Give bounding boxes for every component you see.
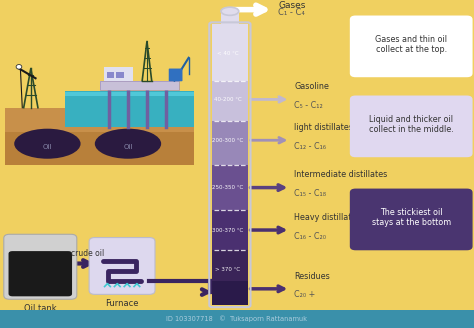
Bar xyxy=(221,10,239,28)
Text: < 40 °C: < 40 °C xyxy=(217,51,238,56)
FancyBboxPatch shape xyxy=(9,251,72,296)
Text: collect in the middle.: collect in the middle. xyxy=(369,125,454,134)
Bar xyxy=(100,81,179,90)
Text: Distillation tower: Distillation tower xyxy=(194,315,265,324)
Bar xyxy=(0,310,474,328)
Text: C₁₅ - C₁₈: C₁₅ - C₁₈ xyxy=(294,189,326,198)
Text: Heavy distillates: Heavy distillates xyxy=(294,213,361,222)
Bar xyxy=(212,281,247,305)
Text: Gases: Gases xyxy=(278,1,306,10)
Text: ID 103307718   ©  Tuksaporn Rattanamuk: ID 103307718 © Tuksaporn Rattanamuk xyxy=(166,316,308,322)
FancyBboxPatch shape xyxy=(350,15,473,77)
Text: 200-300 °C: 200-300 °C xyxy=(212,138,243,143)
Ellipse shape xyxy=(14,129,81,159)
Bar xyxy=(212,121,247,165)
Text: collect at the top.: collect at the top. xyxy=(375,45,447,54)
Text: 40-200 °C: 40-200 °C xyxy=(214,97,241,102)
Text: C₂₀ +: C₂₀ + xyxy=(294,291,315,299)
Bar xyxy=(212,165,247,211)
Text: light distillates: light distillates xyxy=(294,123,353,132)
Text: Liquid and thicker oil: Liquid and thicker oil xyxy=(369,115,453,124)
Bar xyxy=(212,24,247,81)
Ellipse shape xyxy=(221,7,239,15)
Text: Oil tank: Oil tank xyxy=(24,303,56,313)
Ellipse shape xyxy=(95,129,161,159)
Bar xyxy=(212,250,247,281)
Text: C₁ - C₄: C₁ - C₄ xyxy=(278,9,305,17)
Ellipse shape xyxy=(16,65,22,69)
Text: stays at the bottom: stays at the bottom xyxy=(372,218,451,227)
FancyBboxPatch shape xyxy=(89,237,155,294)
Text: crude oil: crude oil xyxy=(71,249,104,257)
Text: Oil: Oil xyxy=(43,144,52,150)
Text: Intermediate distillates: Intermediate distillates xyxy=(294,171,387,179)
Text: Gasoline: Gasoline xyxy=(294,82,329,91)
FancyBboxPatch shape xyxy=(350,189,473,250)
Bar xyxy=(100,81,179,90)
Bar xyxy=(107,72,114,78)
FancyBboxPatch shape xyxy=(4,234,77,299)
Bar xyxy=(5,14,194,108)
Text: C₅ - C₁₂: C₅ - C₁₂ xyxy=(294,101,323,110)
Bar xyxy=(116,72,124,78)
Text: The stickiest oil: The stickiest oil xyxy=(380,208,442,217)
Text: C₁₂ - C₁₆: C₁₂ - C₁₆ xyxy=(294,142,326,151)
Bar xyxy=(5,108,194,165)
Bar xyxy=(212,211,247,250)
FancyBboxPatch shape xyxy=(350,95,473,157)
Bar xyxy=(65,91,194,127)
Text: C₁₆ - C₂₀: C₁₆ - C₂₀ xyxy=(294,232,326,241)
FancyBboxPatch shape xyxy=(169,69,182,81)
Bar xyxy=(5,132,194,165)
Text: > 370 °C: > 370 °C xyxy=(215,267,240,272)
Bar xyxy=(65,92,194,96)
Text: Oil: Oil xyxy=(123,144,133,150)
Text: Gases and thin oil: Gases and thin oil xyxy=(375,35,447,44)
Text: Residues: Residues xyxy=(294,272,330,281)
Text: 250-350 °C: 250-350 °C xyxy=(212,185,243,190)
Bar xyxy=(104,67,133,81)
Text: 300-370 °C: 300-370 °C xyxy=(212,228,243,233)
Bar xyxy=(212,81,247,121)
Text: Furnace: Furnace xyxy=(105,298,139,308)
